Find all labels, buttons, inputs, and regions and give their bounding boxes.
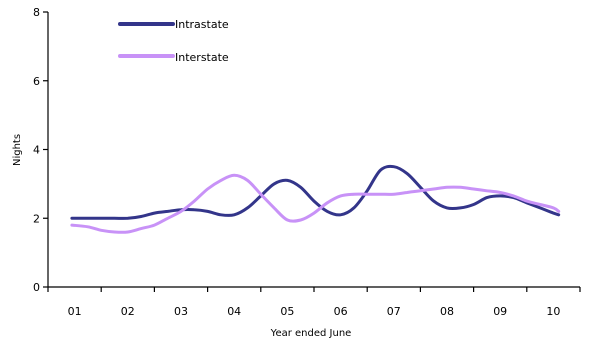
y-tick-label: 8 xyxy=(33,6,40,19)
legend-label-interstate: Interstate xyxy=(175,51,229,64)
x-tick-label: 07 xyxy=(387,305,401,318)
y-tick-label: 4 xyxy=(33,144,40,157)
x-tick-label: 03 xyxy=(174,305,188,318)
x-tick-label: 10 xyxy=(546,305,560,318)
x-tick-label: 05 xyxy=(280,305,294,318)
x-ticks: 01 02 03 04 05 06 07 08 09 10 xyxy=(47,287,581,318)
legend: Intrastate Interstate xyxy=(118,18,229,64)
x-tick-label: 04 xyxy=(227,305,241,318)
y-tick-label: 6 xyxy=(33,75,40,88)
y-ticks: 0 2 4 6 8 xyxy=(33,6,48,294)
x-tick-label: 02 xyxy=(121,305,135,318)
x-axis-title: Year ended June xyxy=(270,328,352,339)
legend-label-intrastate: Intrastate xyxy=(175,18,229,31)
y-tick-label: 2 xyxy=(33,212,40,225)
x-tick-label: 09 xyxy=(493,305,507,318)
y-axis-title: Nights xyxy=(12,134,23,166)
series xyxy=(70,164,561,234)
x-tick-label: 06 xyxy=(334,305,348,318)
x-tick-label: 08 xyxy=(440,305,454,318)
x-tick-label: 01 xyxy=(68,305,82,318)
y-tick-label: 0 xyxy=(33,281,40,294)
series-line-interstate xyxy=(70,173,561,234)
